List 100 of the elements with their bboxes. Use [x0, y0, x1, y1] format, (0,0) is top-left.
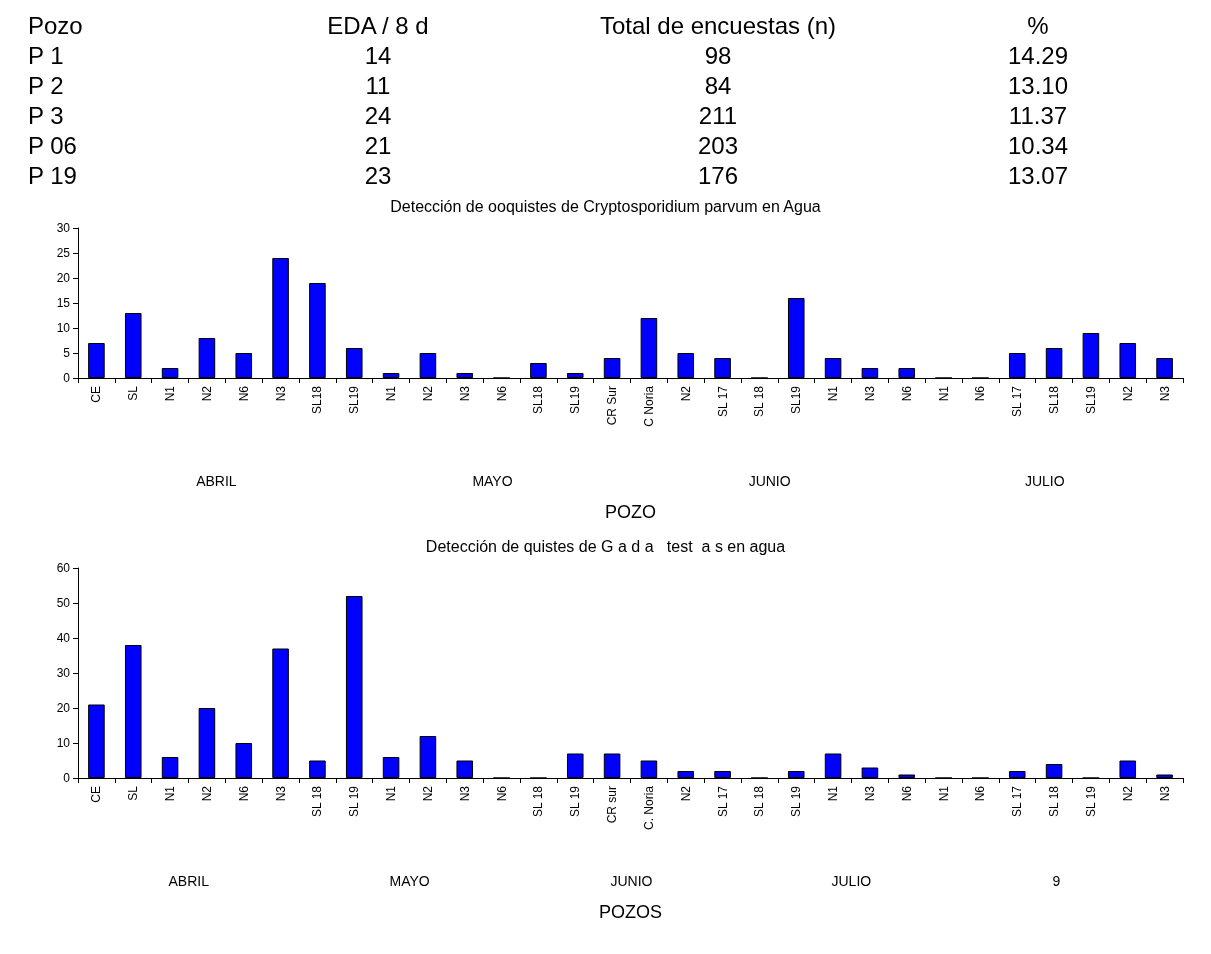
- x-tick-label: N2: [199, 385, 214, 402]
- y-tick-label: 10: [56, 736, 71, 750]
- x-tick-label: N6: [494, 385, 509, 402]
- text: 23: [363, 162, 393, 190]
- y-tick-label: 50: [56, 596, 71, 610]
- chart-title: Detección de quistes de G a d a test a s en agua: [425, 537, 786, 555]
- y-tick-label: 30: [56, 221, 71, 235]
- x-tick-label: N1: [826, 385, 841, 402]
- x-tick-label: N3: [273, 385, 288, 402]
- y-tick-label: 25: [56, 246, 71, 260]
- y-tick-label: 60: [56, 561, 71, 575]
- y-tick-label: 30: [56, 666, 71, 680]
- y-tick-label: 15: [56, 296, 71, 310]
- x-tick-label: N2: [1120, 385, 1135, 402]
- x-tick-label: N3: [457, 785, 472, 802]
- x-tick-label: SL 17: [715, 785, 730, 817]
- x-tick-label: N1: [163, 385, 178, 402]
- x-tick-label: CE: [89, 386, 104, 403]
- text: ABRIL: [168, 873, 210, 889]
- x-tick-label: N3: [862, 785, 877, 802]
- x-tick-label: N1: [384, 785, 399, 802]
- x-tick-label: N3: [1157, 385, 1172, 402]
- x-tick-label: CR sur: [605, 786, 620, 824]
- y-tick-label: 0: [63, 771, 71, 785]
- x-tick-label: N2: [1120, 785, 1135, 802]
- text: P 3: [28, 102, 65, 130]
- x-tick-label: N3: [457, 385, 472, 402]
- x-tick-label: SL18: [531, 385, 546, 415]
- text: P 2: [28, 72, 65, 100]
- x-tick-label: SL 17: [715, 385, 730, 417]
- text: 14: [363, 42, 393, 70]
- x-tick-label: N1: [826, 785, 841, 802]
- text: 13.10: [1006, 72, 1070, 100]
- x-tick-label: N2: [678, 785, 693, 802]
- x-tick-label: SL 18: [752, 385, 767, 417]
- text: EDA / 8 d: [326, 12, 430, 40]
- y-tick-label: 20: [56, 271, 71, 285]
- x-tick-label: C. Noria: [641, 785, 656, 831]
- text: P 06: [28, 132, 78, 160]
- x-tick-label: CR Sur: [605, 386, 620, 426]
- x-tick-label: SL 17: [1010, 785, 1025, 817]
- text: 13.07: [1006, 162, 1070, 190]
- text: MAYO: [472, 473, 513, 489]
- text: 9: [1052, 873, 1061, 889]
- x-axis-title: POZO: [604, 502, 657, 522]
- x-tick-label: SL: [126, 385, 141, 401]
- chart-title: Detección de ooquistes de Cryptosporidium parvum en Agua: [390, 197, 821, 215]
- text: 14.29: [1006, 42, 1070, 70]
- text: P 19: [28, 162, 78, 190]
- text: P 1: [28, 42, 65, 70]
- text: Pozo: [28, 12, 84, 40]
- text: JULIO: [831, 873, 872, 889]
- x-tick-label: SL 18: [531, 785, 546, 817]
- text: 98: [703, 42, 733, 70]
- x-tick-label: C Noria: [641, 385, 656, 427]
- x-tick-label: SL19: [789, 385, 804, 415]
- text: JUNIO: [610, 873, 653, 889]
- x-tick-label: N6: [973, 385, 988, 402]
- x-tick-label: N3: [862, 385, 877, 402]
- x-tick-label: N1: [163, 785, 178, 802]
- x-tick-label: N3: [273, 785, 288, 802]
- x-tick-label: N2: [420, 785, 435, 802]
- x-tick-label: SL 19: [789, 785, 804, 817]
- y-tick-label: 0: [63, 371, 71, 385]
- x-tick-label: SL18: [310, 385, 325, 415]
- x-tick-label: N6: [973, 785, 988, 802]
- text: JUNIO: [748, 473, 791, 489]
- text: 11: [364, 72, 392, 100]
- x-tick-label: N1: [384, 385, 399, 402]
- text: ABRIL: [196, 473, 237, 489]
- y-tick-label: 5: [63, 346, 71, 360]
- x-tick-label: N2: [199, 785, 214, 802]
- text: 203: [696, 132, 739, 160]
- x-tick-label: N3: [1157, 785, 1172, 802]
- text: 10.34: [1006, 132, 1070, 160]
- x-tick-label: CE: [89, 786, 104, 803]
- text: 176: [696, 162, 739, 190]
- x-tick-label: SL18: [1047, 385, 1062, 415]
- x-tick-label: SL 18: [752, 785, 767, 817]
- x-tick-label: SL 19: [568, 785, 583, 817]
- x-tick-label: SL 18: [310, 785, 325, 817]
- text: %: [1026, 12, 1050, 40]
- x-tick-label: SL: [126, 785, 141, 801]
- x-tick-label: N6: [899, 385, 914, 402]
- x-tick-label: SL 19: [347, 785, 362, 817]
- x-tick-label: N6: [236, 385, 251, 402]
- x-tick-label: SL19: [347, 385, 362, 415]
- x-tick-label: SL 18: [1047, 785, 1062, 817]
- x-tick-label: SL19: [1083, 385, 1098, 415]
- text: JULIO: [1024, 473, 1065, 489]
- x-tick-label: N6: [494, 785, 509, 802]
- x-tick-label: SL19: [568, 385, 583, 415]
- y-tick-label: 20: [56, 701, 71, 715]
- text: 21: [363, 132, 393, 160]
- text: 211: [697, 102, 739, 130]
- text: 84: [703, 72, 733, 100]
- x-tick-label: N1: [936, 385, 951, 402]
- x-tick-label: N1: [936, 785, 951, 802]
- text: Total de encuestas (n): [598, 12, 838, 40]
- x-tick-label: N6: [236, 785, 251, 802]
